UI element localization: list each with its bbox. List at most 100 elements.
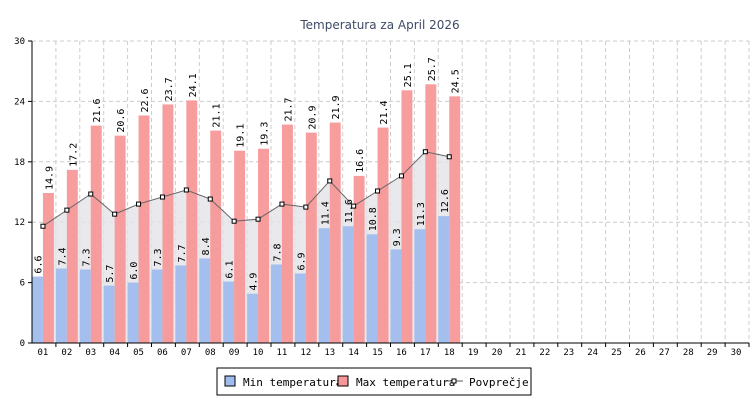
- average-point: [64, 207, 70, 213]
- min-bar: [366, 234, 378, 343]
- x-tick-label: 19: [468, 348, 479, 358]
- min-value-label: 6.0: [129, 262, 140, 280]
- x-tick-label: 26: [635, 348, 646, 358]
- min-bar: [294, 273, 306, 343]
- min-bar: [32, 276, 43, 343]
- average-point: [183, 187, 189, 193]
- x-tick-label: 20: [492, 348, 503, 358]
- min-bar: [438, 216, 450, 343]
- average-point: [159, 194, 165, 200]
- min-bar: [342, 226, 354, 343]
- max-bar: [281, 124, 293, 343]
- average-point: [207, 196, 213, 202]
- max-bar: [210, 130, 222, 343]
- x-tick-label: 28: [683, 348, 694, 358]
- min-value-label: 9.3: [392, 228, 403, 246]
- min-value-label: 6.1: [225, 261, 236, 279]
- max-bar: [138, 115, 150, 343]
- min-value-label: 10.8: [368, 207, 379, 231]
- y-tick-label: 12: [14, 218, 25, 228]
- x-tick-label: 07: [181, 348, 192, 358]
- min-value-label: 7.3: [153, 248, 164, 266]
- y-tick-label: 18: [14, 158, 25, 168]
- max-value-label: 21.9: [331, 95, 342, 119]
- x-tick-label: 16: [396, 348, 407, 358]
- min-value-label: 12.6: [440, 189, 451, 213]
- average-point: [136, 201, 142, 207]
- max-value-label: 17.2: [68, 143, 79, 167]
- x-tick-label: 27: [659, 348, 670, 358]
- chart-title: Temperatura za April 2026: [299, 18, 459, 32]
- max-value-label: 20.6: [116, 109, 127, 133]
- max-bar: [305, 132, 317, 343]
- min-value-label: 6.6: [33, 255, 44, 273]
- min-value-label: 6.9: [296, 252, 307, 270]
- min-bar: [103, 285, 115, 343]
- average-point: [112, 211, 118, 217]
- max-value-label: 21.1: [212, 103, 223, 127]
- max-bar: [377, 127, 389, 343]
- min-bar: [127, 282, 139, 343]
- x-tick-label: 25: [611, 348, 622, 358]
- y-tick-label: 6: [20, 279, 25, 289]
- x-tick-label: 29: [707, 348, 718, 358]
- min-value-label: 7.7: [177, 244, 188, 262]
- min-value-label: 7.8: [272, 243, 283, 261]
- average-point: [231, 218, 237, 224]
- max-bar: [66, 169, 78, 343]
- y-tick-label: 0: [20, 339, 25, 349]
- max-bar: [353, 175, 365, 343]
- max-value-label: 16.6: [355, 149, 366, 173]
- x-tick-label: 02: [61, 348, 72, 358]
- min-bar: [199, 258, 211, 343]
- min-bar: [271, 264, 282, 343]
- min-value-label: 7.3: [81, 248, 92, 266]
- average-point: [446, 154, 452, 160]
- average-line: [42, 151, 450, 227]
- max-value-label: 21.4: [379, 100, 390, 124]
- x-tick-label: 15: [372, 348, 383, 358]
- max-bar: [186, 100, 198, 343]
- min-value-label: 11.3: [416, 202, 427, 226]
- average-point: [398, 173, 404, 179]
- min-bar: [414, 229, 426, 343]
- legend-swatch-max: [337, 375, 349, 387]
- max-bar: [234, 150, 246, 343]
- average-point: [303, 204, 309, 210]
- y-tick-label: 30: [14, 37, 25, 47]
- max-value-label: 19.3: [260, 122, 271, 146]
- y-tick-label: 24: [14, 97, 25, 107]
- x-tick-label: 01: [38, 348, 49, 358]
- average-point: [88, 191, 94, 197]
- max-value-label: 21.7: [283, 97, 294, 121]
- min-value-label: 7.4: [57, 247, 68, 265]
- max-bar: [449, 96, 461, 343]
- max-bar: [401, 90, 413, 344]
- x-tick-label: 12: [300, 348, 311, 358]
- max-value-label: 24.5: [451, 69, 462, 93]
- max-bar: [90, 125, 102, 343]
- max-value-label: 22.6: [140, 88, 151, 112]
- x-tick-label: 06: [157, 348, 168, 358]
- average-point: [422, 149, 428, 155]
- legend: Min temperatura Max temperatura Povprečj…: [216, 367, 532, 396]
- max-bar: [114, 135, 126, 343]
- min-value-label: 11.4: [320, 201, 331, 225]
- min-bar: [223, 281, 235, 343]
- x-tick-label: 23: [563, 348, 574, 358]
- legend-label-min: Min temperatura: [243, 376, 342, 389]
- x-tick-label: 30: [731, 348, 742, 358]
- x-tick-label: 09: [229, 348, 240, 358]
- legend-marker-avg: [451, 378, 457, 384]
- average-point: [40, 223, 46, 229]
- x-tick-label: 10: [253, 348, 264, 358]
- x-tick-label: 11: [277, 348, 288, 358]
- min-value-label: 5.7: [105, 265, 116, 283]
- max-value-label: 25.7: [427, 57, 438, 81]
- max-bar: [425, 84, 437, 343]
- max-bar: [258, 148, 269, 343]
- min-bar: [390, 249, 402, 343]
- min-bar: [175, 265, 187, 343]
- average-point: [351, 203, 357, 209]
- average-point: [327, 178, 333, 184]
